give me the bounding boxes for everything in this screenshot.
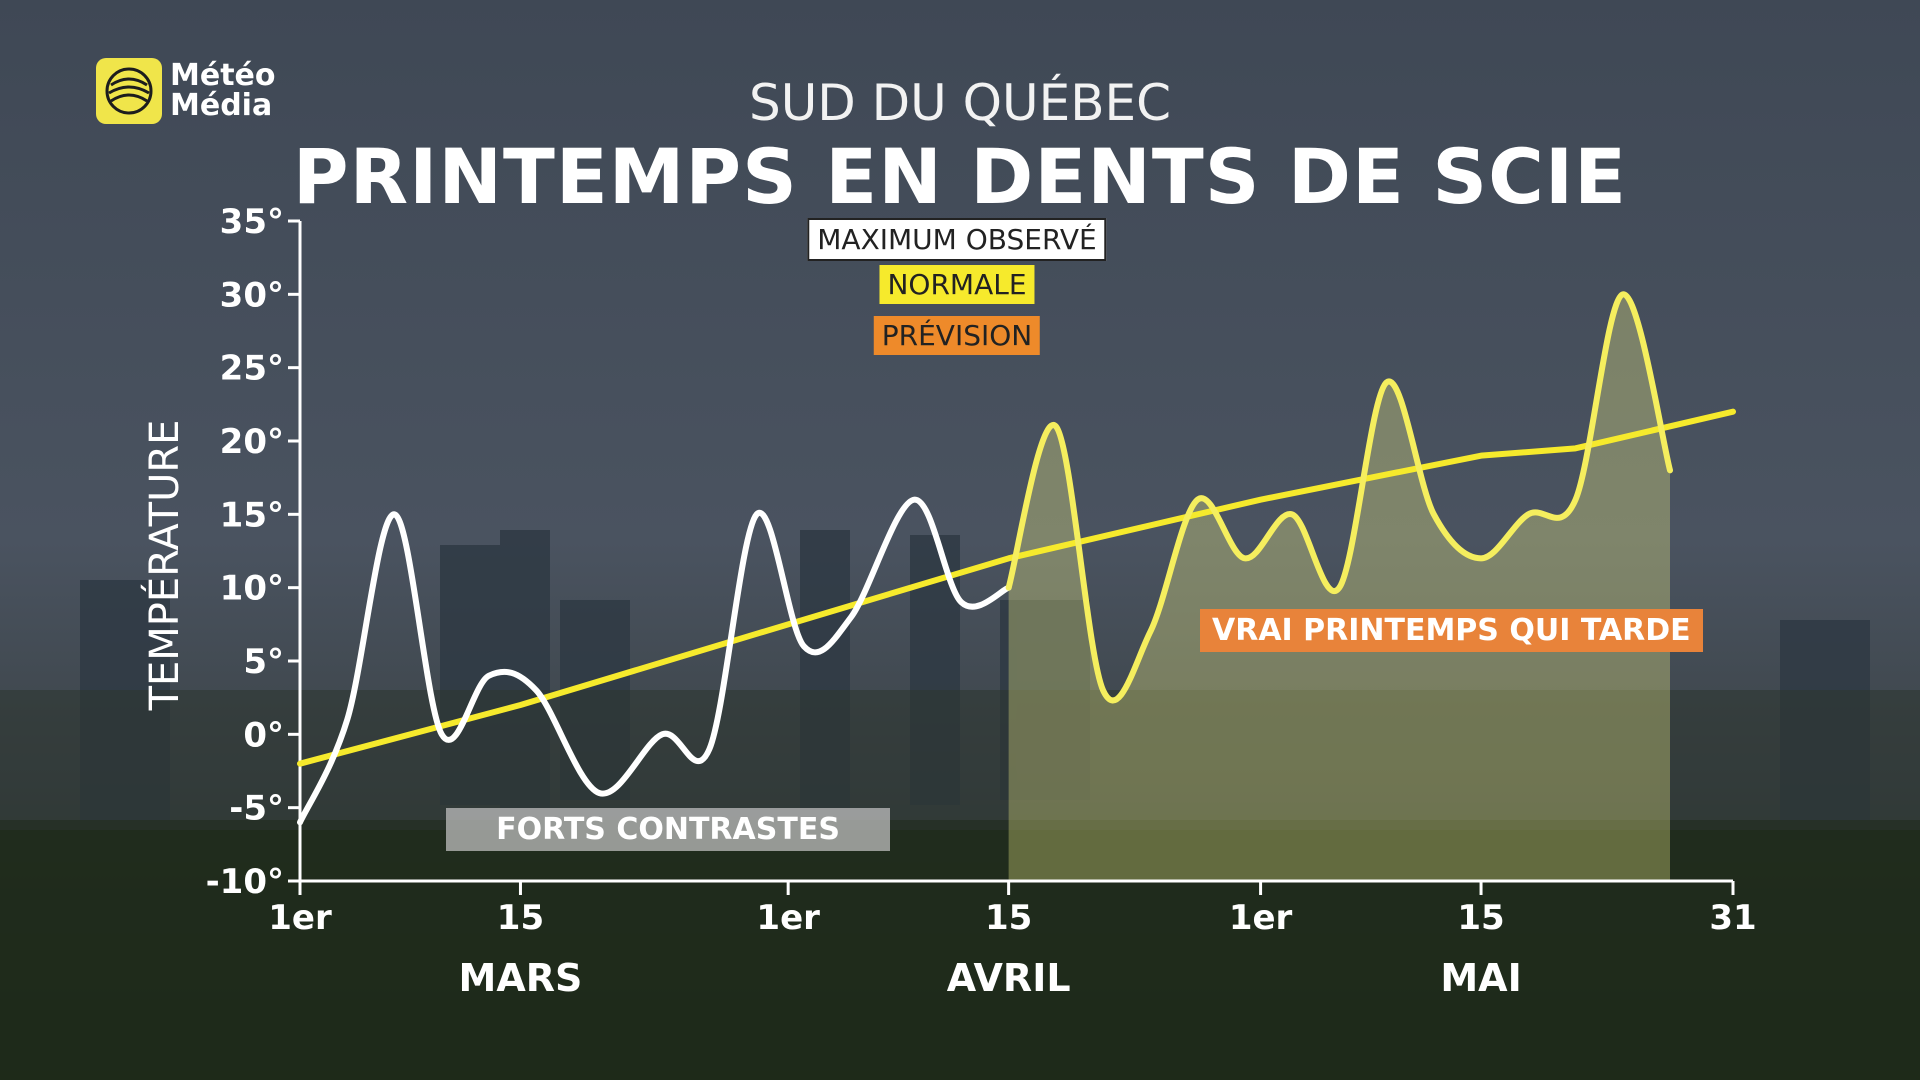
x-tick-label: 15 <box>985 898 1032 938</box>
y-tick-label: 30° <box>220 275 284 315</box>
x-tick-label: 1er <box>268 898 332 938</box>
chart-title: PRINTEMPS EN DENTS DE SCIE <box>292 132 1628 221</box>
y-tick-label: 5° <box>243 642 284 682</box>
y-tick-label: 15° <box>220 495 284 535</box>
chart-subtitle: SUD DU QUÉBEC <box>748 74 1172 132</box>
y-tick-label: 25° <box>220 349 284 389</box>
month-label: AVRIL <box>947 956 1071 1000</box>
legend-forecast: PRÉVISION <box>873 316 1041 355</box>
y-tick-label: 10° <box>220 569 284 609</box>
forecast-area <box>1008 294 1671 882</box>
globe-icon <box>96 58 162 124</box>
y-axis-label: TEMPÉRATURE <box>140 420 188 712</box>
legend-normal: NORMALE <box>879 265 1035 304</box>
month-label: MAI <box>1440 956 1521 1000</box>
x-tick-label: 31 <box>1709 898 1756 938</box>
series-observed-line <box>297 496 1012 826</box>
x-tick-label: 15 <box>497 898 544 938</box>
series-normal-line <box>297 408 1736 767</box>
x-tick-label: 1er <box>756 898 820 938</box>
y-tick-label: 20° <box>220 422 284 462</box>
x-tick-label: 15 <box>1457 898 1504 938</box>
month-label: MARS <box>459 956 583 1000</box>
series-forecast-line <box>1005 291 1674 704</box>
y-tick-label: 35° <box>220 202 284 242</box>
y-tick-label: -10° <box>206 862 284 902</box>
brand-logo: Météo Média <box>96 58 276 124</box>
y-tick-label: -5° <box>229 789 284 829</box>
annotation-contrasts: FORTS CONTRASTES <box>446 808 890 851</box>
brand-line1: Météo <box>170 58 276 93</box>
x-tick-label: 1er <box>1229 898 1293 938</box>
brand-name: Météo Média <box>170 61 276 121</box>
brand-line2: Média <box>170 88 273 123</box>
annotation-late-spring: VRAI PRINTEMPS QUI TARDE <box>1200 609 1703 652</box>
legend-observed: MAXIMUM OBSERVÉ <box>807 218 1107 261</box>
y-tick-label: 0° <box>243 715 284 755</box>
